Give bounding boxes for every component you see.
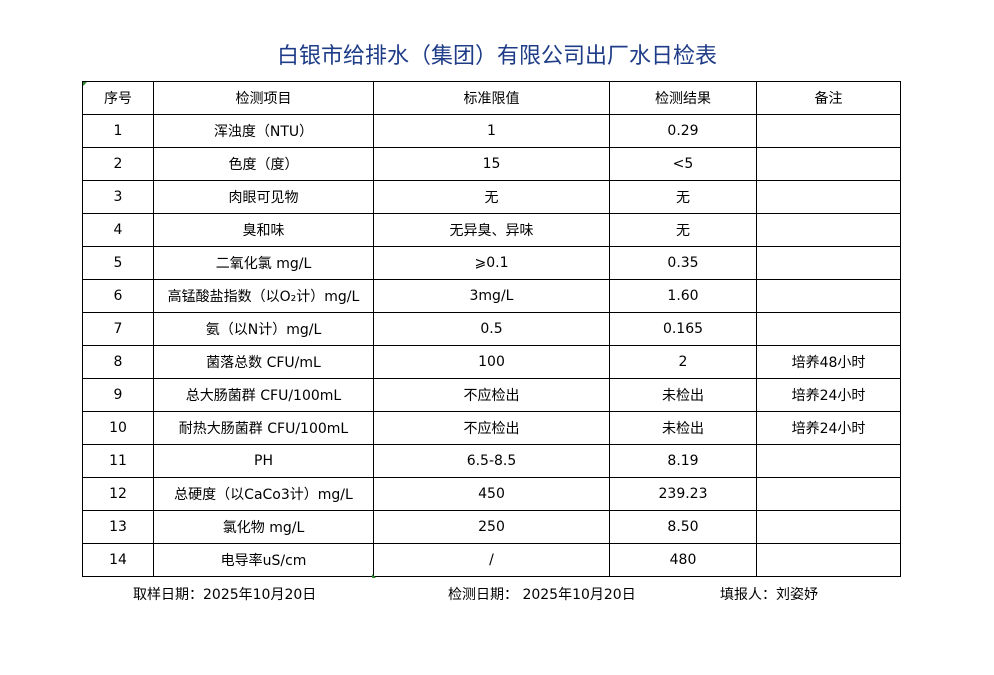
table-row: 4 臭和味 无异臭、异味无 — [82, 213, 901, 247]
cell-result[interactable]: 未检出 — [609, 411, 757, 445]
table-row: 5 二氧化氯 mg/L ⩾0.1 0.35 — [82, 246, 901, 280]
table-row: 13 氯化物 mg/L 250 8.50 — [82, 510, 901, 544]
cell-limit[interactable]: 不应检出 — [373, 411, 610, 445]
cell-item[interactable]: 氯化物 mg/L — [153, 510, 374, 544]
page-title: 白银市给排水（集团）有限公司出厂水日检表 — [276, 44, 717, 69]
cell-index[interactable]: 14 — [82, 543, 154, 577]
cell-index[interactable]: 7 — [82, 312, 154, 346]
cell-result[interactable]: 2 — [609, 345, 757, 379]
table-row: 9 总大肠菌群 CFU/100mL 不应检出 未检出 培养24小时 — [82, 378, 901, 412]
cell-result[interactable]: <5 — [609, 147, 757, 181]
cell-result[interactable]: 480 — [609, 543, 757, 577]
cell-index[interactable]: 6 — [82, 279, 154, 313]
cell-remark[interactable] — [756, 180, 901, 214]
cell-limit[interactable]: 450 — [373, 477, 610, 511]
reporter: 填报人：刘姿妤 — [720, 587, 818, 603]
cell-index[interactable]: 4 — [82, 213, 154, 247]
cell-remark[interactable] — [756, 312, 901, 346]
cell-limit[interactable]: 不应检出 — [373, 378, 610, 412]
cell-result[interactable]: 8.50 — [609, 510, 757, 544]
table-row: 14 电导率uS/cm/480 — [82, 543, 901, 577]
cell-remark[interactable] — [756, 510, 901, 544]
cell-limit[interactable]: ⩾0.1 — [373, 246, 610, 280]
cell-remark[interactable] — [756, 147, 901, 181]
table-row: 7 氨（以N计）mg/L 0.5 0.165 — [82, 312, 901, 346]
cell-remark[interactable] — [756, 246, 901, 280]
table-row: 12 总硬度（以CaCo3计）mg/L 450 239.23 — [82, 477, 901, 511]
table-row: 11 PH 6.5-8.5 8.19 — [82, 444, 901, 478]
cell-result[interactable]: 无 — [609, 213, 757, 247]
cell-item[interactable]: 耐热大肠菌群 CFU/100mL — [153, 411, 374, 445]
cell-remark[interactable]: 培养48小时 — [756, 345, 901, 379]
cell-limit[interactable]: 无 — [373, 180, 610, 214]
cell-item[interactable]: 高锰酸盐指数（以O₂计）mg/L — [153, 279, 374, 313]
header-row: 序号 检测项目 标准限值 检测结果 备注 — [82, 81, 901, 115]
cell-item[interactable]: 浑浊度（NTU） — [153, 114, 374, 148]
cell-item[interactable]: PH — [153, 444, 374, 478]
cell-item[interactable]: 臭和味 — [153, 213, 374, 247]
cell-index[interactable]: 10 — [82, 411, 154, 445]
header-remark[interactable]: 备注 — [756, 81, 901, 115]
cell-remark[interactable] — [756, 279, 901, 313]
cell-limit[interactable]: 250 — [373, 510, 610, 544]
cell-item[interactable]: 氨（以N计）mg/L — [153, 312, 374, 346]
cell-index[interactable]: 8 — [82, 345, 154, 379]
cell-limit[interactable]: 6.5-8.5 — [373, 444, 610, 478]
header-result[interactable]: 检测结果 — [609, 81, 757, 115]
cell-remark[interactable] — [756, 543, 901, 577]
cell-index[interactable]: 13 — [82, 510, 154, 544]
cell-item[interactable]: 肉眼可见物 — [153, 180, 374, 214]
cell-limit[interactable]: / — [373, 543, 610, 577]
cell-limit[interactable]: 15 — [373, 147, 610, 181]
cell-item[interactable]: 总大肠菌群 CFU/100mL — [153, 378, 374, 412]
cell-result[interactable]: 1.60 — [609, 279, 757, 313]
table-row: 8 菌落总数 CFU/mL 100 2 培养48小时 — [82, 345, 901, 379]
header-index[interactable]: 序号 — [82, 81, 154, 115]
cell-result[interactable]: 8.19 — [609, 444, 757, 478]
table-row: 10 耐热大肠菌群 CFU/100mL 不应检出 未检出 培养24小时 — [82, 411, 901, 445]
cell-marker — [372, 574, 376, 578]
table-row: 1 浑浊度（NTU） 1 0.29 — [82, 114, 901, 148]
cell-remark[interactable] — [756, 213, 901, 247]
cell-index[interactable]: 3 — [82, 180, 154, 214]
cell-limit[interactable]: 0.5 — [373, 312, 610, 346]
cell-index[interactable]: 12 — [82, 477, 154, 511]
cell-result[interactable]: 无 — [609, 180, 757, 214]
cell-item[interactable]: 菌落总数 CFU/mL — [153, 345, 374, 379]
header-limit[interactable]: 标准限值 — [373, 81, 610, 115]
cell-limit[interactable]: 无异臭、异味 — [373, 213, 610, 247]
cell-index[interactable]: 2 — [82, 147, 154, 181]
table-row: 6 高锰酸盐指数（以O₂计）mg/L 3mg/L 1.60 — [82, 279, 901, 313]
cell-remark[interactable]: 培养24小时 — [756, 411, 901, 445]
cell-item[interactable]: 色度（度） — [153, 147, 374, 181]
cell-item[interactable]: 总硬度（以CaCo3计）mg/L — [153, 477, 374, 511]
sampling-date: 取样日期：2025年10月20日 — [133, 587, 317, 603]
cell-remark[interactable] — [756, 444, 901, 478]
cell-remark[interactable] — [756, 114, 901, 148]
cell-result[interactable]: 0.165 — [609, 312, 757, 346]
cell-result[interactable]: 239.23 — [609, 477, 757, 511]
cell-remark[interactable] — [756, 477, 901, 511]
table-row: 3 肉眼可见物无无 — [82, 180, 901, 214]
testing-date: 检测日期： 2025年10月20日 — [448, 587, 636, 603]
cell-index[interactable]: 1 — [82, 114, 154, 148]
cell-remark[interactable]: 培养24小时 — [756, 378, 901, 412]
cell-index[interactable]: 5 — [82, 246, 154, 280]
cell-index[interactable]: 9 — [82, 378, 154, 412]
cell-index[interactable]: 11 — [82, 444, 154, 478]
cell-result[interactable]: 0.29 — [609, 114, 757, 148]
cell-limit[interactable]: 1 — [373, 114, 610, 148]
cell-marker — [83, 82, 87, 86]
cell-limit[interactable]: 3mg/L — [373, 279, 610, 313]
cell-item[interactable]: 二氧化氯 mg/L — [153, 246, 374, 280]
cell-item[interactable]: 电导率uS/cm — [153, 543, 374, 577]
cell-result[interactable]: 0.35 — [609, 246, 757, 280]
cell-limit[interactable]: 100 — [373, 345, 610, 379]
cell-result[interactable]: 未检出 — [609, 378, 757, 412]
inspection-table: 序号 检测项目 标准限值 检测结果 备注 1 浑浊度（NTU） 1 0.29 2 色度（度） 15 <5… — [82, 81, 901, 577]
header-item[interactable]: 检测项目 — [153, 81, 374, 115]
table-row: 2 色度（度） 15 <5 — [82, 147, 901, 181]
